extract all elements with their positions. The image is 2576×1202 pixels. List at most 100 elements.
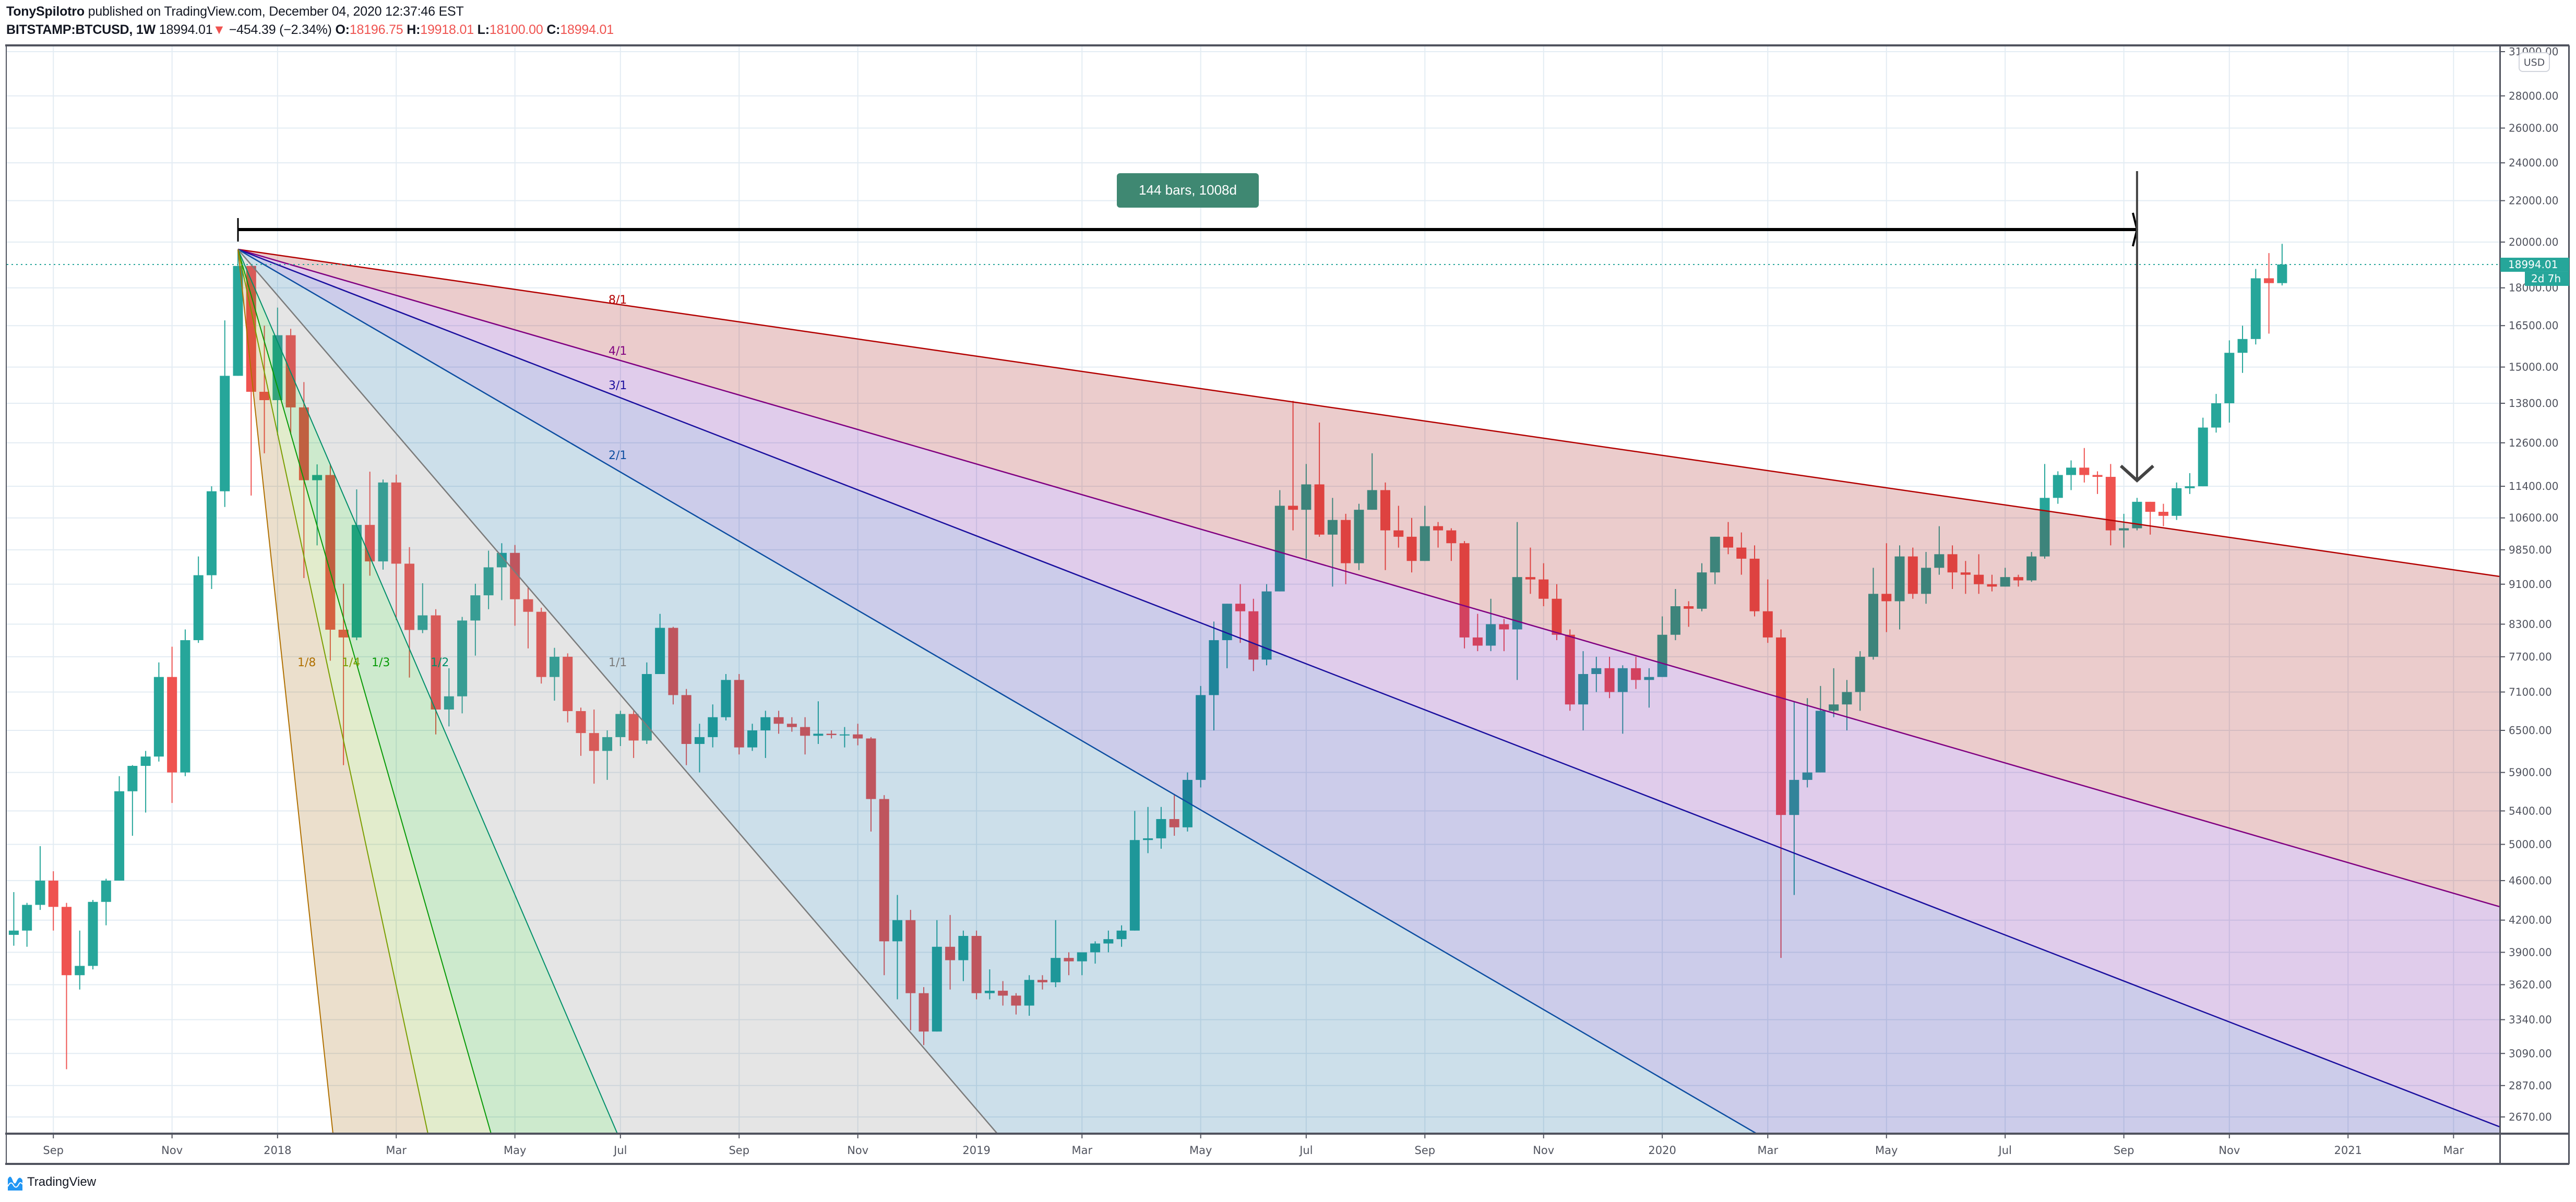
publish-info: TonySpilotro published on TradingView.co… [6, 4, 464, 19]
candle [734, 674, 744, 755]
candle [2053, 471, 2063, 504]
candle-body [1354, 510, 1364, 563]
candle-body [193, 575, 204, 641]
candle-body [984, 991, 995, 993]
candle-body [549, 656, 559, 677]
candle-body [1446, 530, 1457, 544]
price-tick-label: 5900.00 [2509, 766, 2552, 779]
candle [1116, 925, 1127, 947]
time-tick-label: Mar [1758, 1144, 1779, 1157]
candle [1169, 795, 1179, 836]
bar-countdown: 2d 7h [2531, 272, 2561, 285]
candle [312, 464, 323, 546]
candle-body [1842, 692, 1852, 705]
candle [2237, 326, 2248, 373]
fan-line-1-8[interactable] [237, 249, 333, 1134]
high-label: H: [407, 22, 421, 37]
currency-badge[interactable]: USD [2519, 52, 2550, 72]
candle [2145, 501, 2155, 535]
candle [1974, 554, 1984, 594]
time-tick-label: 2021 [2334, 1144, 2362, 1157]
candle-body [813, 734, 824, 736]
candle [1367, 453, 1377, 510]
price-tick-label: 4600.00 [2509, 874, 2552, 887]
candle-body [1789, 779, 1799, 815]
candle-body [1591, 668, 1602, 674]
candle-body [1987, 584, 1997, 587]
candle [1829, 668, 1839, 717]
plot-border-left [6, 45, 7, 1164]
candle [1525, 547, 1535, 594]
candle-body [668, 628, 678, 695]
price-tick-label: 6500.00 [2509, 724, 2552, 737]
candle-body [2092, 475, 2103, 477]
candle-body [206, 491, 217, 575]
candle-body [233, 266, 243, 376]
candle-body [734, 680, 744, 748]
candle-body [747, 730, 758, 748]
fan-label: 2/1 [609, 449, 627, 462]
candle-body [101, 880, 111, 902]
candle [391, 474, 401, 620]
candle-body [2079, 467, 2090, 475]
candle [1762, 579, 1773, 643]
candle [1064, 952, 1074, 976]
candle [2172, 482, 2182, 520]
fan-line-1-2[interactable] [237, 249, 618, 1134]
candle-body [1209, 640, 1219, 695]
tradingview-logo[interactable]: TradingView [6, 1173, 96, 1192]
candle-body [1420, 526, 1430, 561]
candle-body [1406, 536, 1417, 561]
candle-body [496, 552, 507, 568]
candle [114, 776, 125, 881]
close-value: 18994.01 [560, 22, 614, 37]
tradingview-logo-icon [7, 1176, 23, 1191]
candle [2026, 552, 2037, 582]
fan-line-3-1[interactable] [237, 248, 2500, 1128]
candle [1960, 561, 1971, 594]
candle-body [1815, 711, 1826, 773]
candle [418, 583, 428, 633]
candle [576, 707, 586, 756]
fan-line-8-1[interactable] [237, 248, 2500, 578]
candle [747, 724, 758, 751]
price-tick-label: 3900.00 [2509, 946, 2552, 958]
fan-line-1-3[interactable] [237, 249, 492, 1134]
candle [88, 899, 98, 970]
candle [1868, 568, 1878, 660]
price-tick-label: 13800.00 [2509, 397, 2558, 410]
candle [1552, 584, 1562, 641]
candle [153, 662, 164, 762]
candle-body [483, 567, 494, 596]
candle [1380, 482, 1390, 570]
plot-border-top [5, 44, 2569, 46]
candle-body [470, 595, 481, 621]
candle-body [75, 966, 85, 976]
candle [813, 701, 824, 744]
price-axis-border[interactable] [2499, 45, 2501, 1164]
gann-fan[interactable]: 8/1 4/1 3/1 2/1 1/1 1/2 1/3 1/4 1/8 [237, 248, 2500, 1134]
fan-line-1-1[interactable] [237, 249, 998, 1134]
fan-line-2-1[interactable] [237, 248, 1757, 1134]
candle-body [2237, 339, 2248, 353]
candle [1802, 698, 1812, 788]
date-range-measure[interactable]: 144 bars, 1008d [237, 171, 2154, 483]
candle-body [1037, 980, 1047, 982]
candle-body [694, 737, 705, 744]
candle-body [2264, 278, 2274, 283]
candle-body [563, 656, 573, 712]
close-label: C: [546, 22, 560, 37]
candle [35, 846, 45, 910]
candle [2040, 464, 2050, 559]
fan-label: 1/2 [431, 656, 449, 669]
candle [1684, 601, 1694, 627]
price-axis-border-right [2568, 45, 2570, 1164]
candle-body [391, 482, 401, 564]
candle-body [1749, 558, 1760, 611]
candle-body [1261, 591, 1272, 660]
author-name[interactable]: TonySpilotro [6, 4, 85, 19]
fan-line-4-1[interactable] [237, 248, 2500, 908]
candle [549, 647, 559, 701]
fan-line-1-4[interactable] [237, 249, 428, 1134]
